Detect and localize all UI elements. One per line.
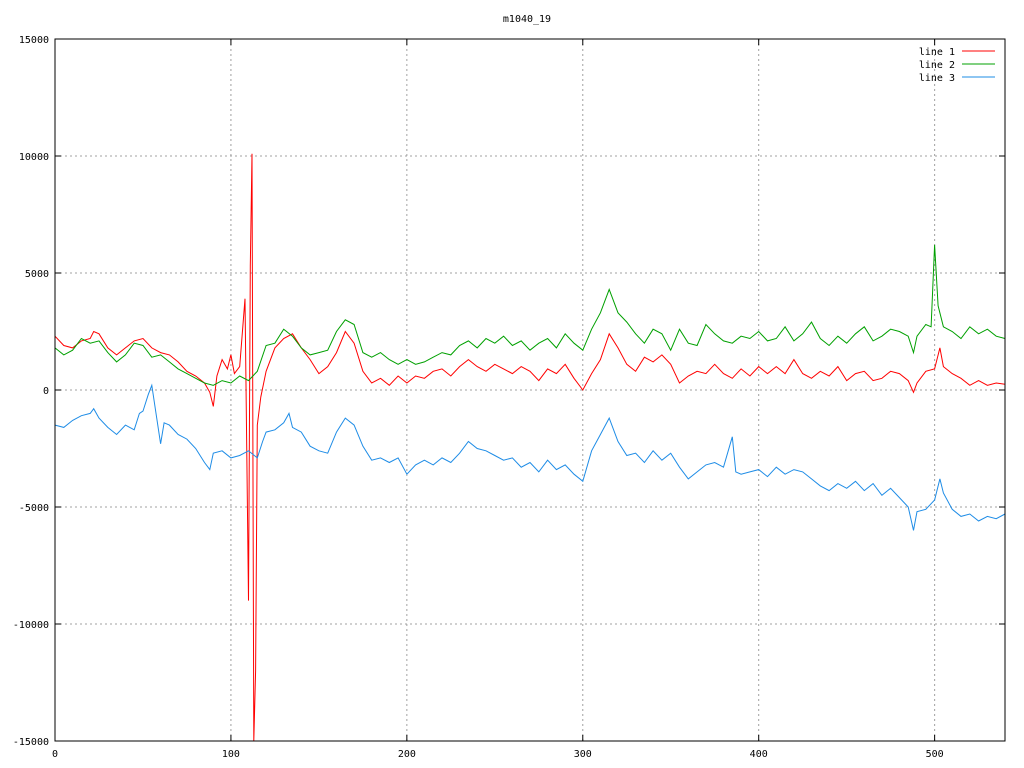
axis-layer: 0 100 200 300 400 500 -15000 -10000 -5000 0 5000 10… [13, 35, 1005, 760]
grid-layer [55, 39, 1005, 741]
series-layer [54, 153, 1006, 742]
x-tick-label: 300 [574, 749, 592, 760]
y-tick-label: -5000 [19, 503, 49, 514]
chart-title: m1040_19 [503, 14, 551, 25]
y-tick-label: -10000 [13, 620, 49, 631]
x-tick-label: 100 [222, 749, 240, 760]
series-line-3 [54, 383, 1006, 531]
legend-label-1: line 1 [919, 47, 955, 58]
legend: line 1 line 2 line 3 [919, 47, 995, 84]
x-tick-label: 500 [926, 749, 944, 760]
x-tick-label: 0 [52, 749, 58, 760]
series-line-1 [54, 153, 1006, 742]
x-tick-label: 200 [398, 749, 416, 760]
y-tick-label: 0 [43, 386, 49, 397]
y-tick-label: 5000 [25, 269, 49, 280]
y-tick-label: -15000 [13, 737, 49, 748]
y-tick-label: 10000 [19, 152, 49, 163]
legend-label-3: line 3 [919, 73, 955, 84]
series-line-2 [54, 244, 1006, 386]
legend-label-2: line 2 [919, 60, 955, 71]
x-tick-label: 400 [750, 749, 768, 760]
y-tick-label: 15000 [19, 35, 49, 46]
